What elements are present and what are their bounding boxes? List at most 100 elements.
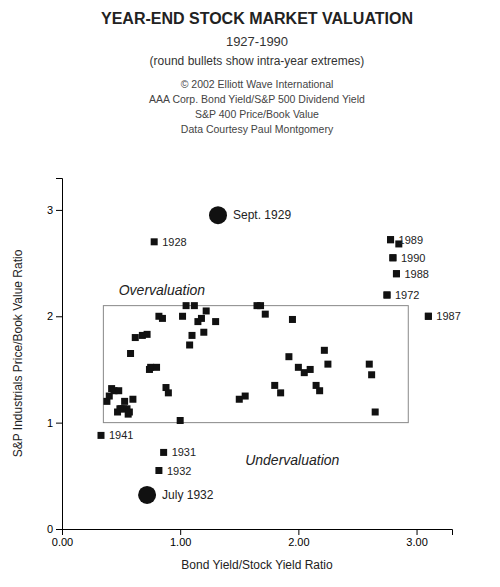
y-tick: 2	[47, 310, 62, 322]
credit: © 2002 Elliott Wave International	[181, 78, 334, 90]
point-label: 1990	[401, 252, 425, 264]
chart: YEAR-END STOCK MARKET VALUATION 1927-1990…	[0, 0, 500, 587]
y-tick-mark	[56, 529, 62, 530]
credit: AAA Corp. Bond Yield/S&P 500 Dividend Yi…	[149, 93, 365, 105]
square-point	[191, 302, 198, 309]
square-point	[321, 347, 328, 354]
square-point	[393, 270, 400, 277]
point-label: 1988	[404, 268, 428, 280]
y-tick: 0	[47, 523, 62, 535]
square-point	[179, 313, 186, 320]
square-point	[316, 387, 323, 394]
y-tick: 3	[47, 204, 62, 216]
square-point	[368, 371, 375, 378]
square-point	[129, 396, 136, 403]
point-label: July 1932	[162, 488, 214, 502]
annotation: Overvaluation	[119, 282, 206, 298]
annotation: Undervaluation	[245, 452, 339, 468]
point-label: 1987	[436, 310, 460, 322]
square-point	[277, 389, 284, 396]
point-label: 1941	[109, 429, 133, 441]
y-tick: 1	[47, 417, 62, 429]
credit: Data Courtesy Paul Montgomery	[181, 123, 334, 135]
y-tick-mark	[56, 316, 62, 317]
point-label: Sept. 1929	[233, 208, 291, 222]
square-point	[285, 353, 292, 360]
square-point	[198, 315, 205, 322]
series	[103, 236, 431, 424]
x-tick: 3.00	[406, 529, 427, 548]
x-tick-label: 2.00	[288, 536, 309, 548]
y-tick-mark	[56, 423, 62, 424]
square-point	[151, 238, 158, 245]
header: YEAR-END STOCK MARKET VALUATION 1927-1990…	[101, 10, 413, 135]
square-point	[186, 341, 193, 348]
subtitle: (round bullets show intra-year extremes)	[150, 54, 365, 68]
square-point	[257, 302, 264, 309]
square-point	[387, 236, 394, 243]
y-tick-mark	[56, 210, 62, 211]
point-label: 1928	[162, 236, 186, 248]
point-label: 1989	[399, 234, 423, 246]
labels: 1928 1989 1990 1988 1972 1987 1941 1931 1932 Sept…	[109, 208, 461, 502]
square-point	[183, 302, 190, 309]
square-point	[384, 292, 391, 299]
subtitle: 1927-1990	[226, 34, 288, 49]
x-axis-title: Bond Yield/Stock Yield Ratio	[181, 558, 333, 572]
square-point	[189, 332, 196, 339]
square-point	[387, 236, 394, 243]
square-point	[126, 409, 133, 416]
x-tick-mark	[180, 529, 181, 535]
circle-point	[138, 486, 156, 504]
square-point	[425, 313, 432, 320]
x-tick: 1.00	[170, 529, 191, 548]
point-label: 1931	[172, 446, 196, 458]
square-point	[165, 389, 172, 396]
square-point	[155, 467, 162, 474]
x-tick-mark	[417, 529, 418, 535]
square-point	[389, 254, 396, 261]
y-tick-label: 3	[47, 204, 53, 216]
y-axis-line	[56, 179, 63, 530]
x-tick-mark	[298, 529, 299, 535]
square-point	[200, 329, 207, 336]
point-label: 1972	[395, 289, 419, 301]
square-point	[132, 334, 139, 341]
square-point	[366, 361, 373, 368]
x-axis-line	[63, 530, 453, 536]
square-point	[324, 361, 331, 368]
square-point	[153, 364, 160, 371]
square-point	[98, 432, 105, 439]
square-point	[271, 382, 278, 389]
square-point	[289, 316, 296, 323]
y-tick-label: 0	[47, 523, 53, 535]
square-point	[384, 292, 391, 299]
point-label: 1932	[167, 465, 191, 477]
x-tick-label: 1.00	[170, 536, 191, 548]
circle-point	[209, 206, 227, 224]
x-tick: 0.00	[52, 529, 73, 548]
square-point	[242, 393, 249, 400]
x-tick-label: 3.00	[406, 536, 427, 548]
square-point	[389, 254, 396, 261]
y-axis: 0 1 2 3	[47, 179, 63, 536]
series	[138, 206, 227, 504]
square-point	[160, 449, 167, 456]
credit: S&P 400 Price/Book Value	[195, 108, 319, 120]
square-point	[115, 387, 122, 394]
square-point	[262, 311, 269, 318]
marks	[98, 206, 432, 504]
chart-container: YEAR-END STOCK MARKET VALUATION 1927-1990…	[0, 0, 500, 587]
square-point	[121, 398, 128, 405]
y-tick-label: 2	[47, 310, 53, 322]
square-point	[307, 366, 314, 373]
square-point	[372, 409, 379, 416]
title: YEAR-END STOCK MARKET VALUATION	[101, 10, 413, 27]
box	[103, 306, 408, 423]
series	[98, 236, 432, 474]
plot-area: 0.00 1.00 2.00 3.00 0 1 2 3 Bond Yield/Stock Yie…	[11, 179, 461, 573]
square-point	[425, 313, 432, 320]
square-point	[177, 417, 184, 424]
square-point	[393, 270, 400, 277]
square-point	[203, 307, 210, 314]
